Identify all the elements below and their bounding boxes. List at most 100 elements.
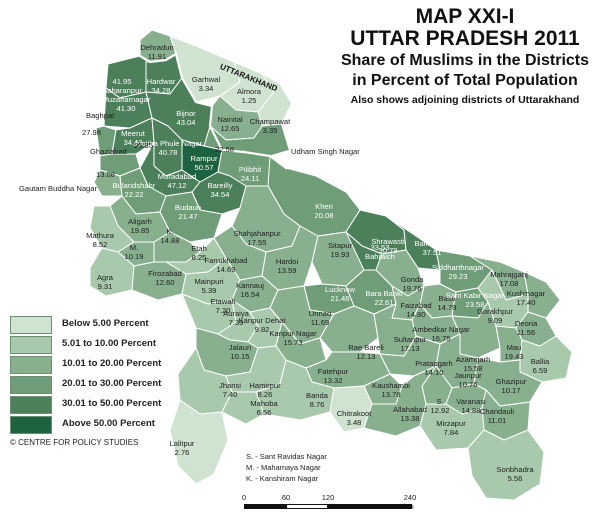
abbreviation-notes: S. - Sant Ravidas Nagar M. - Mahamaya Na… [246,451,327,484]
district-label-lucknow: Lucknow 21.46 [325,285,355,303]
district-label-bulandshahr: Bulandshahr 22.22 [112,181,156,199]
legend-swatch [10,316,52,334]
district-label-jalaun: Jalaun 10.15 [228,343,252,361]
district-label-firozabad: Firozabad 12.60 [148,269,182,287]
map-title: MAP XXI-I [415,5,515,28]
district-label-ghaziabad: Ghaziabad 25.35 [90,141,154,156]
title-block: MAP XXI-I UTTAR PRADESH 2011 Share of Mu… [330,5,600,107]
district-label-gorakhpur: Gorakhpur 9.09 [477,307,513,325]
district-label-mirzapur: Mirzapur 7.84 [436,419,466,437]
legend-swatch [10,356,52,374]
district-label-unnao: Unnao 11.69 [308,309,332,327]
district-label-pratapgarh: Pratapgarh 14.10 [415,359,453,377]
legend-swatch [10,396,52,414]
district-lalitpur [169,399,229,485]
district-label-bareilly: Bareilly 34.54 [207,181,233,199]
district-label-moradabad: Moradabad 47.12 [157,172,197,190]
district-label-mathura: Mathura 8.52 [86,231,114,249]
district-label-ballia: Ballia 6.59 [530,357,550,375]
district-label-azamgarh: Azamgarh 15.58 [455,355,491,373]
scale-segment [328,504,412,509]
scale-bar: 0 60 120 240 km [242,493,416,513]
district-label-garhwal: Garhwal 3.34 [191,75,221,93]
district-label-muzaffarnagar: Muzaffarnagar 41.30 [101,95,151,113]
abbreviation-note: M. - Mahamaya Nagar [246,463,321,472]
district-label-basti: Basti 14.79 [437,294,457,312]
district-balrampur [385,215,441,271]
district-label-baghpat: Baghpat 27.98 [82,111,115,137]
district-label-budaun: Budaun 21.47 [174,203,202,221]
district-mirzapur [419,403,485,451]
district-label-sitapur: Sitapur 19.93 [327,241,353,259]
district-label-faizabad: Faizabad 14.80 [400,301,432,319]
district-label-varanasi: Varanasi 14.88 [456,397,486,415]
district-label-rae-bareli: Rae Bareli 12.13 [348,343,384,361]
legend-swatch [10,336,52,354]
district-label-m: M. 10.19 [124,243,144,261]
district-label-sonbhadra: Sonbhadra 5.56 [496,465,534,483]
district-label-saharanpur: 41.95 Saharanpur [102,77,142,95]
district-label-gautam-buddha-nagar: Gautam Buddha Nagar 13.08 [18,170,116,193]
district-label-dehradun: Dehradun 11.91 [140,43,174,61]
district-label-kannauj: Kannauj 16.54 [236,281,264,299]
district-label-bahraich: 33.53 Bahraich [365,243,395,261]
district-label-nainital: Nainital 12.65 [217,115,243,133]
district-label-banda: Banda 8.76 [306,391,328,409]
legend-label: 30.01 to 50.00 Percent [62,398,162,409]
district-sonbhadra [467,429,545,501]
district-rae-bareli [319,305,379,353]
district-label-pilibhit: Pilibhit 24.11 [238,165,262,183]
legend-label: 10.01 to 20.00 Percent [62,358,162,369]
district-label-auraiya: Auraiya 7.39 [223,309,249,327]
district-label-shahjahanpur: Shahjahanpur 17.55 [233,229,281,247]
uttarakhand-boundary [139,52,293,170]
district-label-ghazipur: Ghazipur 10.17 [495,377,527,395]
district-label-allahabad: Allahabad 13.38 [393,405,427,423]
district-label-almora: Almora 1.25 [236,87,262,105]
district-label-mahoba: Mahoba 6.56 [250,399,278,417]
map-subtitle-2: in Percent of Total Population [352,72,578,89]
district-label-hardwar: Hardwar 34.28 [146,77,176,95]
district-label-jyotiba-phule-nagar: Jyotiba Phule Nagar 40.78 [133,139,203,157]
scale-tick: 120 [321,493,335,502]
map-title-state: UTTAR PRADESH 2011 [350,27,580,50]
scale-tick: 60 [281,493,291,502]
map-subtitle-1: Share of Muslims in the Districts [340,52,590,69]
district-label-sultanpur: Sultanpur 17.13 [393,335,427,353]
district-label-ambedkar-nagar: Ambedkar Nagar 16.75 [412,325,470,343]
district-label-s: S. 12.92 [430,397,450,415]
district-label-kanpur-nagar: Kanpur Nagar 15.73 [269,329,317,347]
abbreviation-note: S. - Sant Ravidas Nagar [246,452,327,461]
credit-text: © CENTRE FOR POLICY STUDIES [10,438,139,447]
abbreviation-note: K. - Kanshiram Nagar [246,474,319,483]
district-label-gonda: Gonda 19.76 [400,275,424,293]
district-label-farrukhabad: Farrukhabad 14.69 [204,256,248,274]
legend-swatch [10,416,52,434]
district-label-sant-kabir-nagar: Sant Kabir Nagar 23.58 [445,291,505,309]
district-label-etah: Etah 8.25 [191,244,207,262]
district-allahabad [363,365,437,437]
district-label-lalitpur: Lalitpur 2.76 [169,439,195,457]
district-label-mau: Mau 19.43 [504,343,524,361]
district-label-etawah: Etawah 7.20 [210,297,236,315]
district-label-balrampur: Balrampur 37.51 [414,239,450,257]
district-label-shrawasti: Shrawasti 30.79 [371,237,405,255]
legend-label: Above 50.00 Percent [62,418,155,429]
legend-label: Below 5.00 Percent [62,318,149,329]
district-label-hamirpur: Hamirpur 8.26 [249,381,281,399]
district-label-jaunpur: Jaunpur 10.76 [454,371,482,389]
district-label-siddharthnagar: Siddharthnagar 29.23 [432,263,484,281]
district-label-bara-banki: Bara Banki 22.61 [365,289,403,307]
district-label-jhansi: Jhansi 7.40 [219,381,241,399]
district-label-kheri: Kheri 20.08 [314,202,334,220]
district-label-meerut: Meerut 34.43 [121,129,145,147]
scale-segment [244,504,286,509]
map-note: Also shows adjoining districts of Uttara… [350,94,580,106]
legend-label: 20.01 to 30.00 Percent [62,378,162,389]
district-label-mainpuri: Mainpuri 5.39 [194,277,224,295]
legend-swatch [10,376,52,394]
district-label-k: K. 14.88 [160,227,180,245]
district-label-mahrajganj: Mahrajganj 17.08 [490,270,528,288]
district-label-chandauli: Chandauli 11.01 [479,407,515,425]
